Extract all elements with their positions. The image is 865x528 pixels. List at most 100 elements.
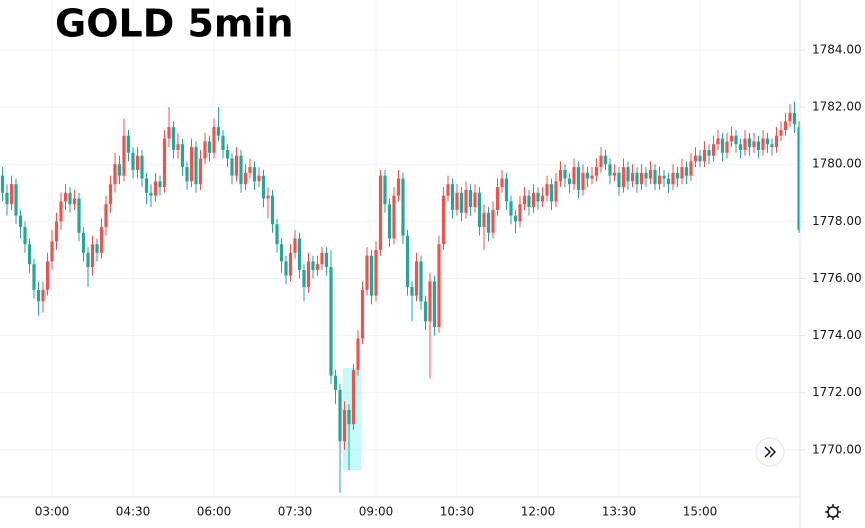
candle-body [554,181,558,202]
candle-body [9,184,14,205]
candle-body [185,167,189,182]
candle-body [131,152,135,170]
candle-body [725,141,729,153]
button-icon[interactable] [764,446,777,458]
candle-body [599,155,603,168]
candle-body [68,192,72,205]
candle-body [671,172,675,185]
candle-body [509,201,513,216]
x-tick-label: 06:00 [197,505,232,519]
candle-body [59,201,63,222]
candle-body [689,161,693,176]
candle-body [410,287,414,296]
candle-body [158,181,162,188]
candle-body [140,155,144,179]
candle-body [540,195,545,202]
candle-body [482,212,486,228]
candle-body [306,261,311,288]
candle-body [356,338,360,370]
candle-body [405,235,410,288]
candle-body [572,167,576,185]
candle-body [711,144,716,156]
candle-body [680,167,684,179]
candle-body [468,189,473,208]
candle-body [630,172,635,182]
candle-body [513,215,518,222]
candle-body [423,301,428,322]
x-tick-label: 09:00 [359,505,394,519]
candle-body [81,232,86,253]
candle-body [108,184,113,205]
candle-body [216,127,221,136]
candle-body [104,204,108,228]
scroll-to-latest-button[interactable] [755,437,785,467]
candle-body [297,238,302,270]
candle-body [765,138,770,145]
candle-body [500,178,504,188]
candle-body [36,289,41,302]
candle-body [374,249,378,296]
candle-body [279,244,284,262]
candle-body [761,138,765,150]
candles [0,101,801,493]
candle-body [720,138,725,153]
candle-body [392,195,396,239]
candle-body [365,255,369,290]
candle-body [212,127,216,153]
candle-body [684,167,689,176]
candle-body [63,192,68,202]
candle-body [0,175,5,193]
grid [0,0,800,497]
candle-body [369,255,374,296]
candle-body [338,389,342,442]
candle-body [545,184,549,196]
candle-body [648,169,653,179]
candle-body [549,184,554,202]
candle-body [567,178,572,185]
candle-body [126,135,131,153]
gear-teeth[interactable] [825,504,841,520]
candle-body [72,198,77,205]
x-tick-label: 03:00 [35,505,70,519]
candle-body [585,172,590,179]
candle-body [797,127,801,230]
candle-body [576,167,581,190]
candle-body [455,192,459,210]
candle-body [315,264,320,270]
y-tick-label: 1780.00 [812,157,862,171]
candle-body [396,178,401,196]
candle-body [558,169,563,182]
candle-body [495,187,500,210]
candle-body [284,261,288,276]
y-tick-label: 1774.00 [812,328,862,342]
candle-body [198,158,203,185]
x-tick-label: 15:00 [683,505,718,519]
settings-button[interactable] [825,504,841,520]
candle-body [491,209,495,233]
candle-body [621,167,626,188]
candle-body [450,184,455,210]
y-tick-label: 1778.00 [812,214,862,228]
candle-body [252,167,257,182]
candle-body [270,195,275,225]
candle-body [734,135,738,145]
candle-body [266,195,270,199]
candle-body [779,129,783,136]
y-tick-label: 1776.00 [812,271,862,285]
candle-body [360,289,365,339]
candle-body [387,204,392,239]
candle-body [666,178,671,185]
candle-body [522,195,527,205]
gear-icon[interactable] [827,506,839,518]
chart-title: GOLD 5min [55,2,294,46]
candle-body [419,261,423,302]
x-tick-label: 12:00 [521,505,556,519]
candle-body [401,178,405,236]
candle-body [176,144,180,150]
candle-body [477,192,482,228]
candle-body [383,175,387,205]
y-tick-label: 1772.00 [812,385,862,399]
candle-body [23,227,27,245]
candle-body [752,141,756,148]
